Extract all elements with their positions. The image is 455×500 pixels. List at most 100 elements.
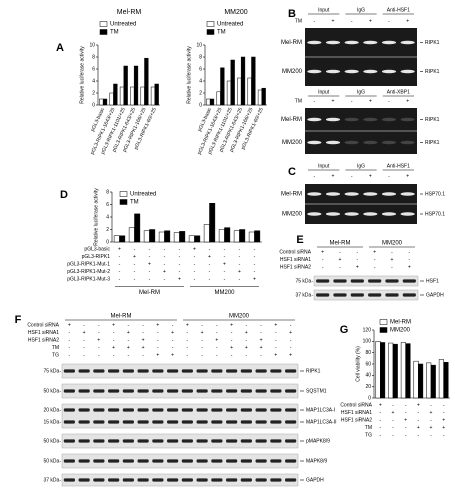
y-tick-label: 100 bbox=[363, 339, 372, 345]
bar bbox=[240, 56, 246, 106]
band bbox=[211, 420, 223, 424]
bar bbox=[392, 343, 398, 399]
band bbox=[211, 389, 223, 393]
band bbox=[307, 192, 322, 196]
bar bbox=[194, 235, 201, 243]
band bbox=[122, 478, 134, 482]
sign: + bbox=[193, 246, 196, 252]
sign: - bbox=[260, 322, 262, 328]
sign: - bbox=[290, 322, 292, 328]
condition-label: pGL3-RIPK1 bbox=[82, 254, 111, 260]
chart-title: Mel-RM bbox=[117, 9, 142, 16]
sign: - bbox=[98, 345, 100, 351]
sign: - bbox=[405, 410, 407, 416]
band bbox=[93, 420, 105, 424]
legend-label: TM bbox=[130, 200, 139, 206]
legend-label: TM bbox=[217, 30, 226, 36]
band bbox=[307, 40, 322, 45]
sign: - bbox=[113, 337, 115, 343]
band bbox=[400, 117, 415, 122]
sign: + bbox=[186, 322, 189, 328]
sign: - bbox=[69, 330, 71, 336]
sign: - bbox=[216, 330, 218, 336]
sign: - bbox=[388, 173, 390, 179]
band bbox=[226, 408, 238, 412]
band bbox=[400, 40, 415, 45]
band bbox=[240, 459, 252, 463]
sign: - bbox=[322, 264, 324, 270]
band bbox=[211, 439, 223, 443]
bar bbox=[203, 224, 210, 243]
sign: - bbox=[69, 337, 71, 343]
band bbox=[137, 408, 149, 412]
y-axis-label: Relative luciferase activity bbox=[93, 188, 99, 246]
band bbox=[78, 420, 90, 424]
y-tick-label: 60 bbox=[365, 361, 371, 367]
legend-swatch bbox=[99, 29, 108, 35]
band bbox=[152, 478, 164, 482]
band bbox=[285, 459, 297, 463]
sign: - bbox=[216, 345, 218, 351]
band bbox=[108, 408, 120, 412]
y-tick-label: 10 bbox=[89, 42, 95, 48]
sign: - bbox=[224, 254, 226, 260]
band bbox=[316, 279, 330, 283]
band bbox=[137, 439, 149, 443]
column-header: Input bbox=[318, 163, 330, 169]
band bbox=[122, 420, 134, 424]
y-tick-label: 8 bbox=[92, 54, 95, 60]
sign: - bbox=[392, 432, 394, 438]
sign: - bbox=[339, 264, 341, 270]
sign: + bbox=[201, 330, 204, 336]
sign: + bbox=[404, 417, 407, 423]
sign: - bbox=[149, 246, 151, 252]
bar bbox=[99, 98, 104, 106]
band bbox=[167, 389, 179, 393]
y-tick-label: 4 bbox=[199, 78, 202, 84]
legend-swatch bbox=[99, 21, 108, 27]
sign: + bbox=[127, 330, 130, 336]
sign: - bbox=[134, 269, 136, 275]
sign: - bbox=[209, 276, 211, 282]
row-label: Mel-RM bbox=[281, 117, 302, 123]
band bbox=[63, 389, 75, 393]
band bbox=[108, 478, 120, 482]
band-label: MAP1LC3A-I bbox=[306, 407, 335, 413]
sign: - bbox=[119, 261, 121, 267]
column-header: Anti-HSF1 bbox=[387, 163, 410, 169]
sign: + bbox=[442, 425, 445, 431]
sign: - bbox=[275, 337, 277, 343]
sign: + bbox=[379, 402, 382, 408]
sign: + bbox=[356, 264, 359, 270]
panel-label: G bbox=[340, 324, 349, 336]
band bbox=[152, 459, 164, 463]
y-tick-label: 2 bbox=[92, 90, 95, 96]
sign: - bbox=[246, 337, 248, 343]
sign: + bbox=[417, 425, 420, 431]
band bbox=[285, 369, 297, 373]
bar bbox=[254, 230, 261, 243]
band bbox=[152, 389, 164, 393]
bar bbox=[130, 86, 135, 106]
y-tick-label: 10 bbox=[196, 42, 202, 48]
group-label: MM200 bbox=[214, 290, 235, 296]
sign: - bbox=[157, 330, 159, 336]
sign: - bbox=[201, 345, 203, 351]
sign: - bbox=[98, 330, 100, 336]
sign: + bbox=[171, 352, 174, 358]
sign: + bbox=[178, 276, 181, 282]
sign: - bbox=[164, 276, 166, 282]
sign: - bbox=[98, 322, 100, 328]
sign: - bbox=[179, 261, 181, 267]
row-label: Mel-RM bbox=[281, 40, 302, 46]
column-header: IgG bbox=[357, 163, 365, 169]
sign: - bbox=[290, 345, 292, 351]
sign: + bbox=[369, 18, 372, 24]
sign: - bbox=[142, 352, 144, 358]
y-tick-label: 2 bbox=[106, 227, 109, 233]
y-tick-label: 6 bbox=[92, 66, 95, 72]
sign: - bbox=[187, 330, 189, 336]
sign: - bbox=[405, 425, 407, 431]
band-label: MAPK8/9 bbox=[306, 458, 327, 464]
band bbox=[270, 369, 282, 373]
